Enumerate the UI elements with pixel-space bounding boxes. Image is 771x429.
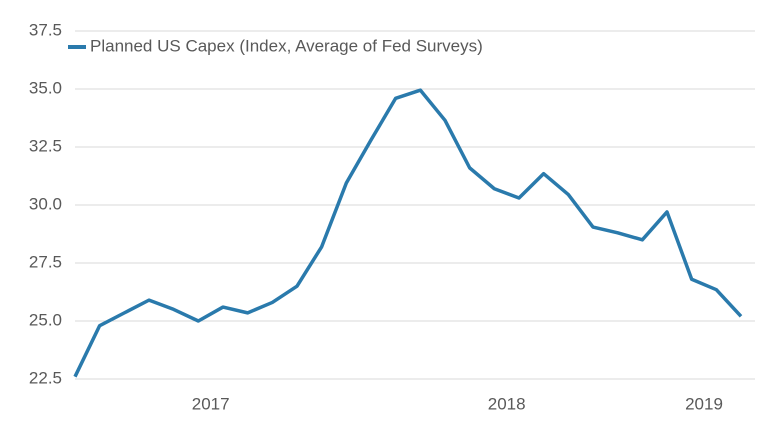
x-tick-label: 2017 xyxy=(192,394,230,413)
y-tick-label: 32.5 xyxy=(29,136,62,155)
y-tick-label: 30.0 xyxy=(29,194,62,213)
y-tick-label: 25.0 xyxy=(29,310,62,329)
y-tick-label: 35.0 xyxy=(29,78,62,97)
y-tick-label: 37.5 xyxy=(29,20,62,39)
y-tick-label: 27.5 xyxy=(29,252,62,271)
y-tick-label: 22.5 xyxy=(29,368,62,387)
data-line xyxy=(73,88,743,378)
legend-label: Planned US Capex (Index, Average of Fed … xyxy=(90,36,483,55)
x-tick-label: 2019 xyxy=(685,394,723,413)
x-tick-label: 2018 xyxy=(488,394,526,413)
